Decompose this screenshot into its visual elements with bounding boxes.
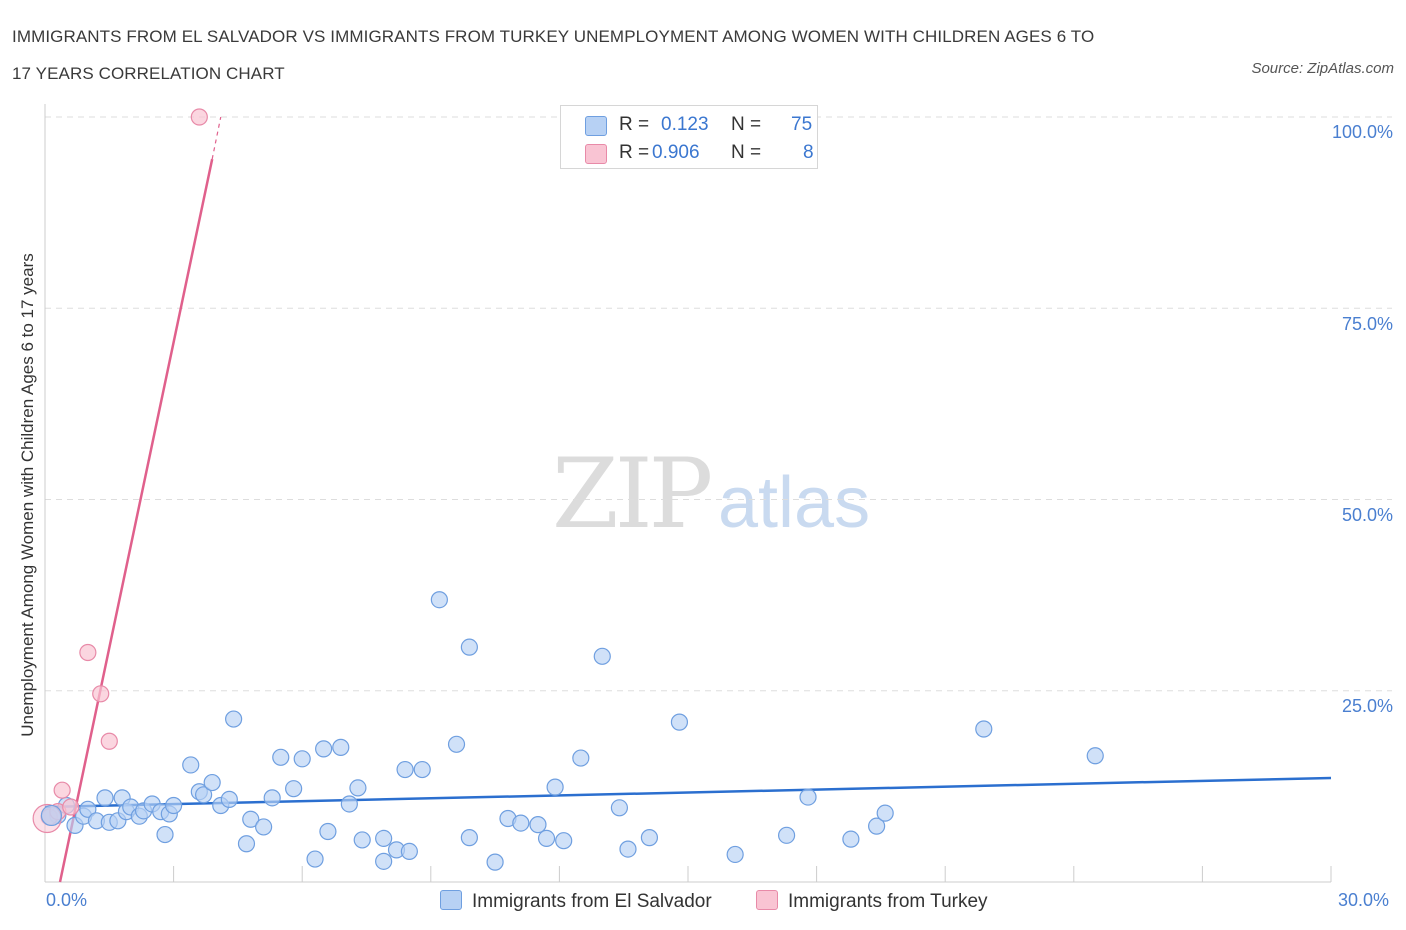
point-el-salvador-59 bbox=[593, 647, 611, 665]
point-el-salvador-68 bbox=[868, 817, 886, 835]
point-turkey-6 bbox=[100, 732, 118, 750]
point-el-salvador-23 bbox=[203, 773, 221, 792]
point-el-salvador-38 bbox=[340, 795, 358, 813]
point-el-salvador-66 bbox=[799, 788, 817, 806]
watermark-atlas: atlas bbox=[718, 463, 871, 543]
point-el-salvador-45 bbox=[400, 842, 418, 861]
point-el-salvador-57 bbox=[555, 832, 573, 850]
point-el-salvador-48 bbox=[447, 735, 466, 753]
trend-line-turkey bbox=[58, 158, 214, 883]
chart-title-line-2: 17 YEARS CORRELATION CHART bbox=[12, 64, 285, 83]
point-el-salvador-20 bbox=[182, 756, 200, 774]
legend-swatch-turkey bbox=[585, 144, 607, 164]
legend-r-label: R = bbox=[619, 142, 650, 163]
y-axis-label: Unemployment Among Women with Children A… bbox=[18, 253, 37, 737]
legend-n-value-turkey: 8 bbox=[803, 142, 814, 163]
point-turkey-3 bbox=[62, 798, 80, 816]
point-el-salvador-54 bbox=[529, 816, 547, 834]
legend-n-label: N = bbox=[731, 114, 762, 135]
point-el-salvador-7 bbox=[96, 789, 114, 807]
point-el-salvador-37 bbox=[332, 738, 350, 756]
trend-lines bbox=[44, 116, 1332, 883]
trend-line-turkey-extension bbox=[211, 116, 222, 160]
point-el-salvador-64 bbox=[726, 845, 744, 864]
y-tick-label-100: 100.0% bbox=[1331, 122, 1393, 142]
axes bbox=[44, 104, 1332, 883]
legend-n-label: N = bbox=[731, 142, 762, 163]
point-el-salvador-56 bbox=[546, 778, 564, 796]
point-el-salvador-17 bbox=[156, 825, 174, 844]
point-turkey-4 bbox=[79, 643, 97, 662]
point-el-salvador-71 bbox=[1086, 747, 1104, 765]
trend-line-el-salvador bbox=[44, 776, 1332, 809]
point-el-salvador-26 bbox=[225, 710, 243, 728]
point-el-salvador-36 bbox=[319, 822, 337, 841]
bottom-legend-swatch-el-salvador bbox=[440, 890, 462, 910]
point-el-salvador-42 bbox=[375, 829, 393, 847]
y-tick-label-25: 25.0% bbox=[1341, 696, 1393, 716]
point-el-salvador-25 bbox=[220, 790, 238, 808]
point-el-salvador-30 bbox=[263, 789, 281, 807]
point-el-salvador-22 bbox=[195, 786, 213, 804]
point-el-salvador-40 bbox=[353, 831, 371, 849]
point-el-salvador-61 bbox=[619, 840, 637, 858]
point-el-salvador-65 bbox=[777, 826, 796, 844]
point-el-salvador-19 bbox=[165, 796, 183, 815]
bottom-legend-el-salvador: Immigrants from El Salvador bbox=[440, 890, 712, 913]
data-points bbox=[32, 108, 1104, 871]
point-el-salvador-27 bbox=[237, 835, 256, 853]
point-el-salvador-5 bbox=[79, 800, 97, 818]
point-el-salvador-35 bbox=[315, 740, 333, 758]
watermark-zip: ZIP bbox=[552, 438, 713, 550]
chart-title-line-1: IMMIGRANTS FROM EL SALVADOR VS IMMIGRANT… bbox=[12, 27, 1095, 46]
point-turkey-5 bbox=[92, 685, 110, 703]
bottom-legend-swatch-turkey bbox=[756, 890, 778, 910]
bottom-legend-label-el-salvador: Immigrants from El Salvador bbox=[472, 891, 712, 912]
point-el-salvador-32 bbox=[285, 780, 303, 798]
point-el-salvador-63 bbox=[670, 713, 689, 731]
point-el-salvador-47 bbox=[430, 591, 448, 609]
point-el-salvador-44 bbox=[396, 760, 414, 779]
point-el-salvador-60 bbox=[610, 799, 629, 817]
y-tick-label-50: 50.0% bbox=[1341, 505, 1393, 525]
legend-r-value-turkey: 0.906 bbox=[652, 142, 700, 163]
point-el-salvador-55 bbox=[537, 829, 556, 847]
point-el-salvador-58 bbox=[572, 749, 590, 767]
point-el-salvador-41 bbox=[375, 852, 393, 870]
x-tick-label-min: 0.0% bbox=[46, 890, 88, 910]
legend-swatch-el-salvador bbox=[585, 116, 607, 136]
legend-r-label: R = bbox=[619, 114, 650, 135]
point-el-salvador-34 bbox=[306, 850, 324, 868]
chart-title: IMMIGRANTS FROM EL SALVADOR VS IMMIGRANT… bbox=[12, 18, 1212, 92]
point-el-salvador-28 bbox=[242, 810, 260, 828]
point-el-salvador-53 bbox=[512, 814, 530, 832]
point-el-salvador-67 bbox=[842, 830, 860, 848]
y-tick-label-75: 75.0% bbox=[1341, 314, 1393, 334]
point-el-salvador-62 bbox=[640, 829, 659, 847]
point-el-salvador-49 bbox=[460, 829, 478, 847]
correlation-legend: R = 0.123 N = 75 R = 0.906 N = 8 bbox=[560, 105, 818, 169]
point-el-salvador-46 bbox=[413, 760, 431, 779]
point-el-salvador-70 bbox=[975, 720, 993, 738]
legend-r-value-el-salvador: 0.123 bbox=[661, 114, 709, 135]
point-el-salvador-69 bbox=[876, 804, 894, 822]
point-turkey-7 bbox=[190, 108, 208, 126]
legend-n-value-el-salvador: 75 bbox=[791, 114, 813, 135]
bottom-legend-label-turkey: Immigrants from Turkey bbox=[788, 891, 988, 912]
point-el-salvador-51 bbox=[486, 853, 504, 871]
point-el-salvador-29 bbox=[255, 818, 273, 836]
grid-lines bbox=[45, 116, 1392, 692]
source-label: Source: ZipAtlas.com bbox=[1251, 60, 1394, 77]
point-turkey-2 bbox=[53, 781, 71, 799]
point-el-salvador-33 bbox=[293, 750, 311, 768]
x-tick-label-max: 30.0% bbox=[1338, 890, 1390, 910]
point-el-salvador-39 bbox=[349, 779, 367, 797]
point-el-salvador-large bbox=[40, 804, 63, 827]
point-el-salvador-50 bbox=[460, 638, 478, 656]
point-el-salvador-31 bbox=[272, 748, 290, 766]
bottom-legend-turkey: Immigrants from Turkey bbox=[756, 890, 988, 913]
